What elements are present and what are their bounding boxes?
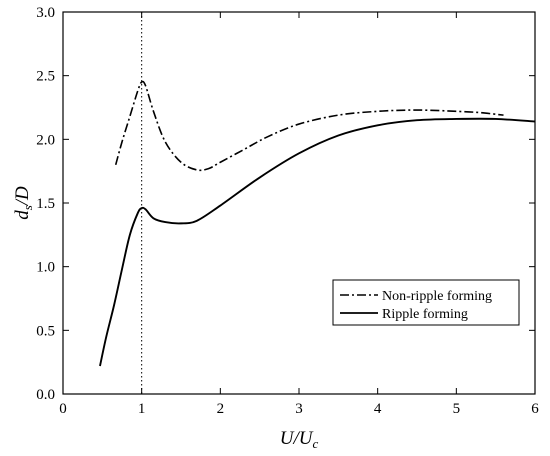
x-axis-title: U/Uc [280, 428, 319, 451]
plot-frame [62, 11, 536, 395]
series-line-ripple [99, 117, 536, 367]
y-axis-title: ds/D [12, 186, 35, 220]
x-tick-label: 3 [295, 401, 303, 417]
x-tick-label: 2 [217, 401, 225, 417]
y-tick-label: 0.5 [36, 323, 55, 339]
x-tick-label: 4 [374, 401, 382, 417]
y-tick-label: 2.5 [36, 69, 55, 85]
legend-box [332, 279, 520, 326]
y-tick-label: 3.0 [36, 5, 55, 21]
x-tick-label: 1 [138, 401, 146, 417]
series-line-non-ripple [114, 80, 504, 172]
legend-label-ripple: Ripple forming [382, 307, 468, 322]
y-tick-label: 2.0 [36, 132, 55, 148]
x-tick-label: 6 [531, 401, 539, 417]
x-tick-label: 5 [453, 401, 461, 417]
y-tick-label: 1.5 [36, 196, 55, 212]
legend-label-non-ripple: Non-ripple forming [382, 289, 492, 304]
y-tick-label: 0.0 [36, 387, 55, 403]
x-tick-label: 0 [59, 401, 67, 417]
y-tick-label: 1.0 [36, 260, 55, 276]
legend: Non-ripple forming Ripple forming [332, 279, 520, 326]
